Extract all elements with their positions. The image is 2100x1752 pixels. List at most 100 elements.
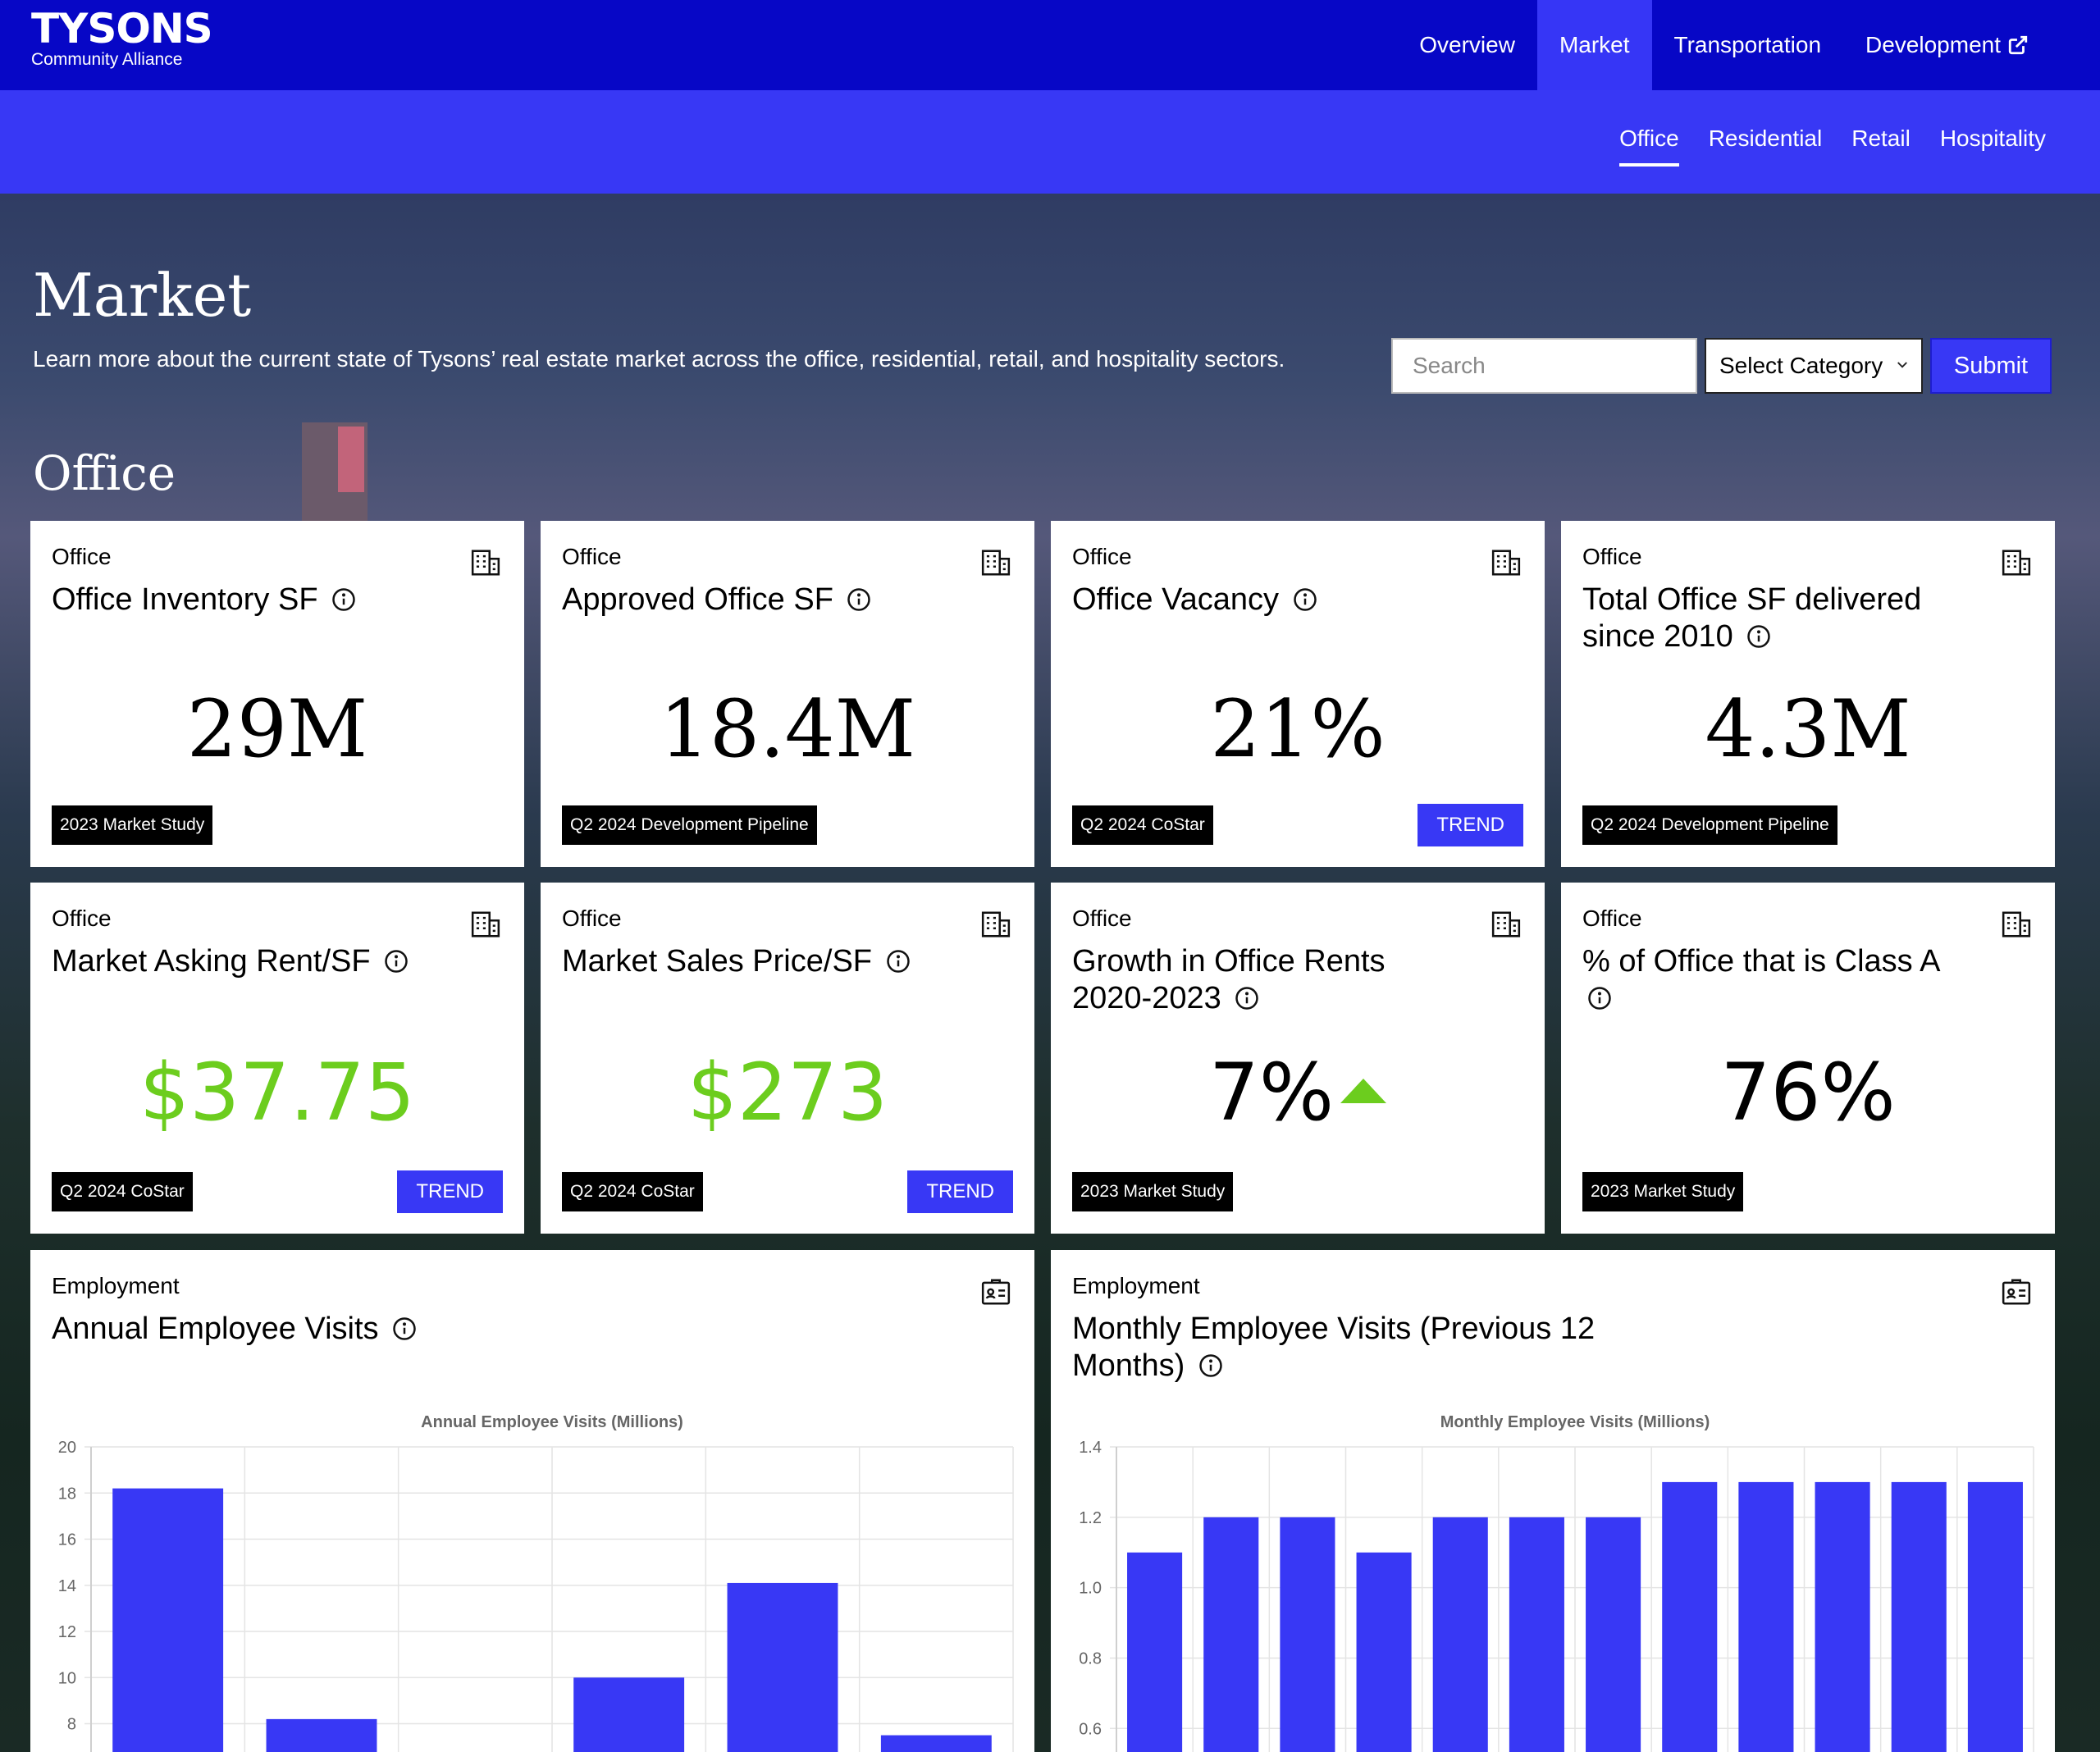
stat-card-rent-growth: Office Growth in Office Rents 2020-2023 … (1051, 883, 1545, 1234)
card-title-text: Office Vacancy (1072, 582, 1280, 617)
info-icon[interactable] (331, 587, 356, 612)
source-badge: 2023 Market Study (52, 805, 213, 845)
y-tick-label: 20 (58, 1439, 76, 1457)
card-title: Approved Office SF (562, 582, 947, 618)
search-input[interactable] (1391, 338, 1697, 394)
y-tick-label: 16 (58, 1531, 76, 1549)
info-icon[interactable] (847, 587, 871, 612)
card-value: 29M (186, 683, 368, 775)
external-link-icon (2008, 35, 2028, 55)
info-icon[interactable] (1746, 624, 1771, 649)
main-nav: Overview Market Transportation Developme… (1397, 0, 2100, 90)
source-badge: Q2 2024 Development Pipeline (562, 805, 817, 845)
bar (112, 1488, 224, 1752)
source-badge: Q2 2024 Development Pipeline (1582, 805, 1838, 845)
category-select-label: Select Category (1719, 353, 1883, 378)
bar (1280, 1517, 1335, 1752)
category-select[interactable]: Select Category (1705, 338, 1923, 394)
nav-development-label: Development (1865, 32, 2001, 57)
nav-overview[interactable]: Overview (1419, 32, 1515, 57)
chart-card-monthly-visits: Employment Monthly Employee Visits (Prev… (1051, 1250, 2055, 1752)
card-value-wrap: 7% (1051, 1047, 1545, 1138)
id-badge-icon (2002, 1279, 2031, 1305)
subnav-hospitality[interactable]: Hospitality (1939, 125, 2046, 151)
info-icon[interactable] (384, 949, 409, 974)
card-category: Employment (52, 1273, 180, 1298)
building-icon (981, 550, 1011, 576)
subnav-residential[interactable]: Residential (1708, 125, 1823, 151)
card-title: Market Asking Rent/SF (52, 943, 437, 980)
submit-button[interactable]: Submit (1930, 338, 2052, 394)
info-icon[interactable] (1587, 986, 1612, 1011)
trend-button[interactable]: TREND (397, 1170, 503, 1213)
card-value: 76% (1720, 1047, 1896, 1138)
card-category: Office (1582, 544, 1642, 569)
trend-button[interactable]: TREND (907, 1170, 1013, 1213)
info-icon[interactable] (1198, 1353, 1223, 1378)
info-icon[interactable] (1235, 986, 1259, 1011)
id-badge-icon (981, 1279, 1011, 1305)
card-title-text: Market Asking Rent/SF (52, 944, 371, 979)
bar (880, 1735, 992, 1752)
stat-card-approved-office: Office Approved Office SF 18.4M Q2 2024 … (541, 521, 1034, 867)
info-icon[interactable] (1293, 587, 1317, 612)
card-value: 7% (1208, 1047, 1335, 1138)
bar (1967, 1481, 2023, 1752)
sub-nav: Office Residential Retail Hospitality (1619, 125, 2046, 167)
trend-up-icon (1340, 1079, 1387, 1103)
bar (1738, 1481, 1794, 1752)
trend-button[interactable]: TREND (1418, 804, 1523, 846)
nav-development[interactable]: Development (1843, 0, 2051, 90)
nav-market[interactable]: Market (1536, 0, 1652, 90)
y-tick-label: 14 (58, 1577, 76, 1595)
source-badge: Q2 2024 CoStar (562, 1172, 703, 1211)
logo[interactable]: TYSONS Community Alliance (31, 5, 213, 69)
y-tick-label: 1.2 (1079, 1509, 1102, 1527)
page-title: Market (33, 261, 252, 330)
card-value: $37.75 (139, 1047, 415, 1138)
building-icon (471, 911, 500, 938)
stat-card-sales-price: Office Market Sales Price/SF $273 Q2 202… (541, 883, 1034, 1234)
card-category: Office (562, 906, 622, 931)
bar (1432, 1517, 1488, 1752)
bar (1586, 1517, 1641, 1752)
logo-subtitle: Community Alliance (31, 50, 183, 69)
bar (266, 1718, 377, 1752)
stat-card-asking-rent: Office Market Asking Rent/SF $37.75 Q2 2… (30, 883, 524, 1234)
y-tick-label: 1.4 (1079, 1439, 1102, 1457)
bar (727, 1582, 838, 1752)
subnav-office[interactable]: Office (1619, 125, 1679, 167)
bar (573, 1677, 685, 1752)
card-category: Office (1072, 906, 1132, 931)
card-title-text: Annual Employee Visits (52, 1312, 379, 1346)
card-title-text: Market Sales Price/SF (562, 944, 872, 979)
sub-navbar: Office Residential Retail Hospitality (0, 90, 2100, 194)
card-title: % of Office that is Class A (1582, 943, 1968, 1017)
bar (1203, 1517, 1259, 1752)
card-value: 21% (1210, 683, 1386, 775)
stat-card-class-a: Office % of Office that is Class A 76% 2… (1561, 883, 2055, 1234)
building-icon (2002, 550, 2031, 576)
card-category: Office (1072, 544, 1132, 569)
source-badge: Q2 2024 CoStar (1072, 805, 1213, 845)
card-value: $273 (687, 1047, 888, 1138)
card-category: Office (52, 544, 112, 569)
building-icon (1491, 550, 1521, 576)
info-icon[interactable] (392, 1316, 417, 1341)
card-title: Growth in Office Rents 2020-2023 (1072, 943, 1458, 1017)
card-title: Monthly Employee Visits (Previous 12 Mon… (1072, 1311, 1646, 1385)
building-icon (471, 550, 500, 576)
info-icon[interactable] (886, 949, 911, 974)
bar (1891, 1481, 1947, 1752)
bar (1815, 1481, 1870, 1752)
top-navbar: TYSONS Community Alliance Overview Marke… (0, 0, 2100, 90)
page-description: Learn more about the current state of Ty… (33, 346, 1285, 372)
monthly-visits-chart: Monthly Employee Visits (Millions) 1.4 1.2… (1079, 1413, 2034, 1752)
subnav-retail[interactable]: Retail (1851, 125, 1911, 151)
card-title-text: Office Inventory SF (52, 582, 318, 617)
source-badge: Q2 2024 CoStar (52, 1172, 193, 1211)
nav-transportation[interactable]: Transportation (1673, 32, 1822, 57)
logo-wordmark: TYSONS (31, 5, 213, 52)
card-value: 18.4M (659, 683, 916, 775)
bar (1509, 1517, 1564, 1752)
